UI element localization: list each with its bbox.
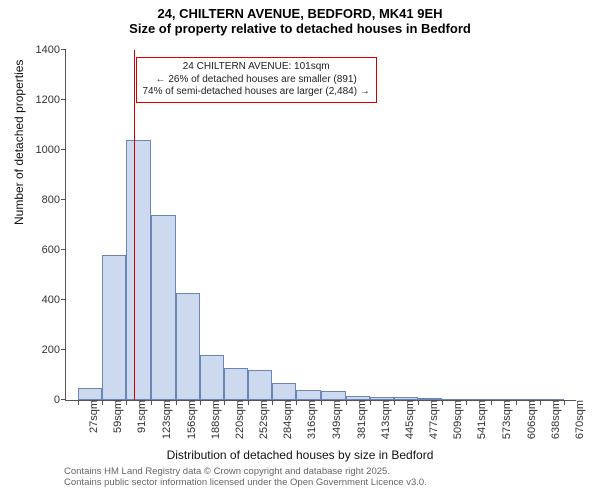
- y-tick-mark: [61, 249, 66, 250]
- y-tick-label: 1200: [36, 94, 66, 106]
- x-tick-label: 670sqm: [568, 400, 586, 439]
- y-tick-mark: [61, 99, 66, 100]
- x-tick-mark: [418, 400, 419, 405]
- x-tick-mark: [272, 400, 273, 405]
- x-tick-label: 59sqm: [106, 400, 124, 433]
- x-tick-label: 381sqm: [350, 400, 368, 439]
- y-tick-mark: [61, 349, 66, 350]
- annotation-line: ← 26% of detached houses are smaller (89…: [143, 74, 370, 87]
- x-tick-label: 188sqm: [204, 400, 222, 439]
- chart-title-line2: Size of property relative to detached ho…: [0, 21, 600, 36]
- y-tick-mark: [61, 299, 66, 300]
- histogram-bar: [151, 215, 176, 400]
- x-tick-label: 91sqm: [130, 400, 148, 433]
- chart-title-line1: 24, CHILTERN AVENUE, BEDFORD, MK41 9EH: [0, 6, 600, 21]
- x-tick-label: 477sqm: [422, 400, 440, 439]
- x-tick-mark: [491, 400, 492, 405]
- x-tick-label: 220sqm: [228, 400, 246, 439]
- x-tick-mark: [102, 400, 103, 405]
- x-tick-label: 541sqm: [470, 400, 488, 439]
- x-tick-label: 413sqm: [374, 400, 392, 439]
- x-tick-label: 123sqm: [155, 400, 173, 439]
- y-tick-label: 800: [42, 194, 66, 206]
- x-tick-label: 445sqm: [398, 400, 416, 439]
- y-tick-label: 200: [42, 344, 66, 356]
- annotation-line: 74% of semi-detached houses are larger (…: [143, 86, 370, 99]
- y-tick-mark: [61, 199, 66, 200]
- histogram-bar: [272, 383, 296, 401]
- x-tick-mark: [176, 400, 177, 405]
- y-tick-mark: [61, 149, 66, 150]
- y-axis-label: Number of detached properties: [12, 60, 26, 225]
- x-tick-label: 509sqm: [446, 400, 464, 439]
- histogram-bar: [102, 255, 126, 400]
- histogram-bar: [248, 370, 272, 400]
- y-tick-mark: [61, 399, 66, 400]
- x-tick-label: 252sqm: [252, 400, 270, 439]
- x-tick-label: 606sqm: [520, 400, 538, 439]
- annotation-line: 24 CHILTERN AVENUE: 101sqm: [143, 61, 370, 74]
- y-tick-label: 1400: [36, 44, 66, 56]
- y-tick-label: 400: [42, 294, 66, 306]
- x-tick-mark: [78, 400, 79, 405]
- x-tick-mark: [224, 400, 225, 405]
- x-axis-label: Distribution of detached houses by size …: [0, 448, 600, 462]
- x-tick-mark: [516, 400, 517, 405]
- histogram-bar: [176, 293, 200, 401]
- y-tick-label: 0: [54, 394, 66, 406]
- chart-title-block: 24, CHILTERN AVENUE, BEDFORD, MK41 9EH S…: [0, 0, 600, 36]
- x-tick-mark: [151, 400, 152, 405]
- x-tick-mark: [200, 400, 201, 405]
- x-tick-mark: [321, 400, 322, 405]
- reference-line: [134, 50, 135, 400]
- x-tick-label: 573sqm: [495, 400, 513, 439]
- y-tick-label: 600: [42, 244, 66, 256]
- histogram-bar: [126, 140, 150, 400]
- histogram-bar: [200, 355, 224, 400]
- x-tick-mark: [466, 400, 467, 405]
- y-tick-label: 1000: [36, 144, 66, 156]
- footer-line1: Contains HM Land Registry data © Crown c…: [64, 466, 427, 477]
- x-tick-mark: [564, 400, 565, 405]
- histogram-bar: [78, 388, 102, 401]
- y-tick-mark: [61, 49, 66, 50]
- x-tick-mark: [394, 400, 395, 405]
- histogram-bar: [321, 391, 345, 400]
- x-tick-label: 349sqm: [325, 400, 343, 439]
- histogram-bar: [296, 390, 321, 400]
- attribution-footer: Contains HM Land Registry data © Crown c…: [64, 466, 427, 489]
- x-tick-label: 316sqm: [300, 400, 318, 439]
- x-tick-label: 638sqm: [544, 400, 562, 439]
- x-tick-label: 284sqm: [276, 400, 294, 439]
- x-tick-mark: [126, 400, 127, 405]
- x-tick-label: 27sqm: [82, 400, 100, 433]
- x-tick-mark: [540, 400, 541, 405]
- chart-plot-area: 020040060080010001200140027sqm59sqm91sqm…: [65, 50, 576, 401]
- histogram-bars: [66, 50, 576, 400]
- footer-line2: Contains public sector information licen…: [64, 477, 427, 488]
- histogram-bar: [224, 368, 248, 401]
- x-tick-mark: [248, 400, 249, 405]
- x-tick-mark: [296, 400, 297, 405]
- x-tick-mark: [346, 400, 347, 405]
- x-tick-mark: [442, 400, 443, 405]
- x-tick-label: 156sqm: [180, 400, 198, 439]
- x-tick-mark: [370, 400, 371, 405]
- annotation-box: 24 CHILTERN AVENUE: 101sqm← 26% of detac…: [136, 57, 377, 103]
